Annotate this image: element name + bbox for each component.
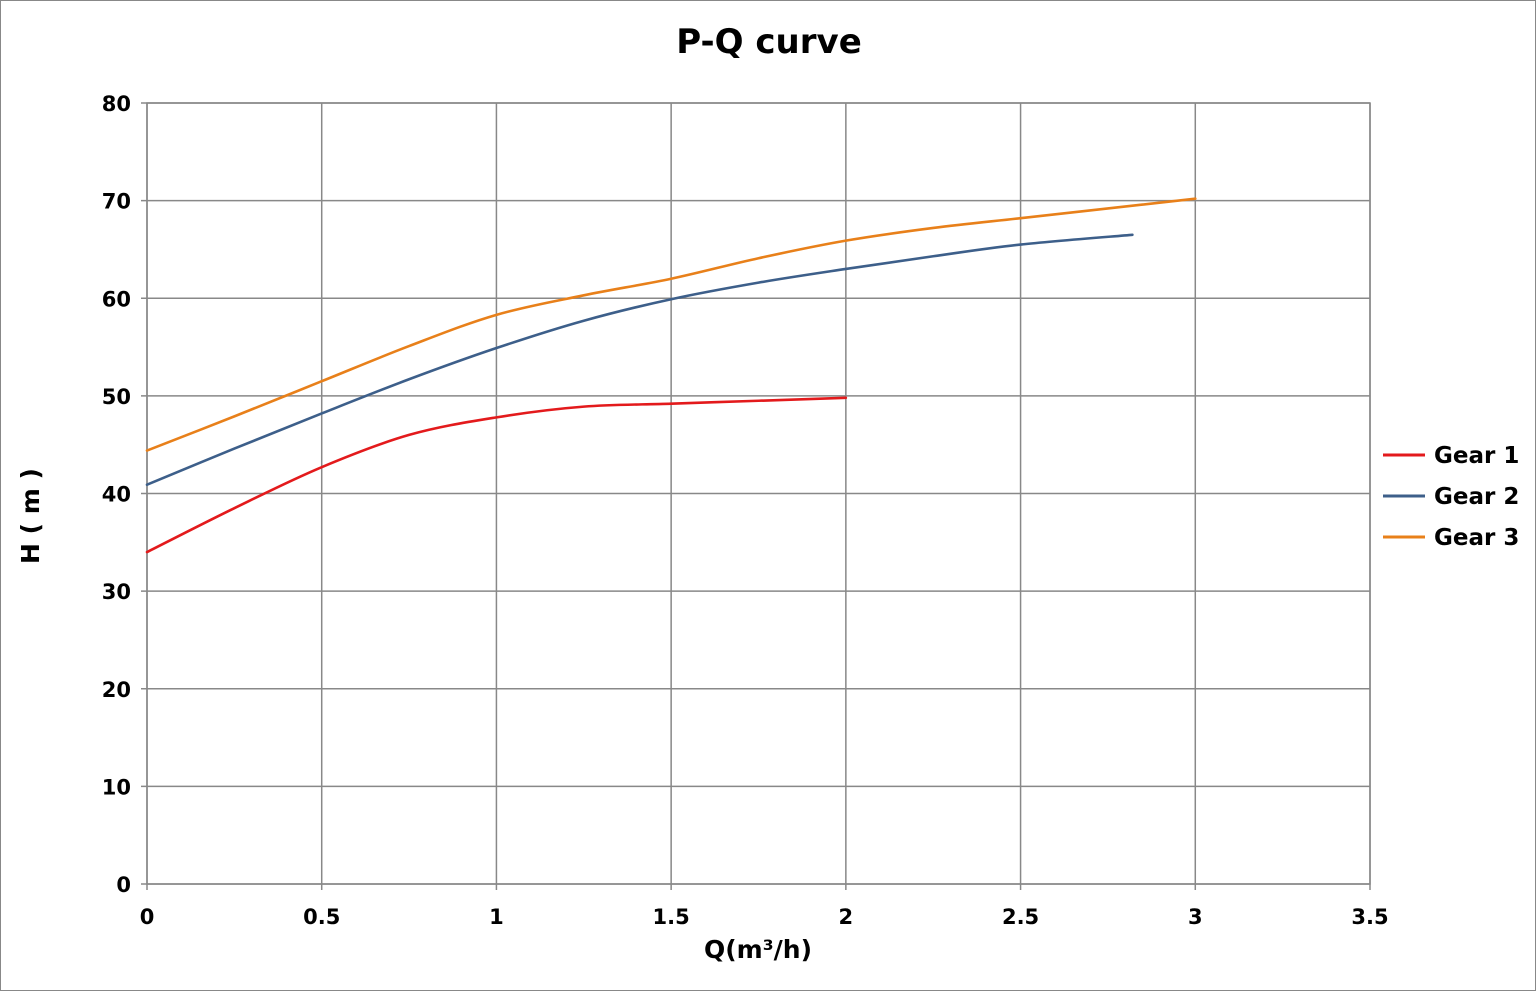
- x-axis-label: Q(m³/h): [704, 935, 812, 964]
- y-tick-label: 0: [116, 873, 131, 897]
- x-tick-labels: 0 0.5 1 1.5 2 2.5 3 3.5: [140, 905, 1389, 929]
- series-line-gear-3: [145, 197, 1197, 452]
- x-tick-label: 3.5: [1351, 905, 1388, 929]
- y-tick-labels: 0 10 20 30 40 50 60 70 80: [102, 92, 131, 897]
- x-tick-label: 2: [839, 905, 854, 929]
- x-tick-label: 3: [1188, 905, 1203, 929]
- y-tick-label: 70: [102, 190, 131, 214]
- x-tick-label: 1.5: [653, 905, 690, 929]
- y-axis-label: H ( m ): [16, 468, 45, 564]
- legend-label-gear-3: Gear 3: [1434, 525, 1519, 551]
- y-tick-label: 50: [102, 385, 131, 409]
- series-line-gear-1: [145, 396, 848, 554]
- series-lines: [145, 197, 1197, 554]
- y-tick-label: 30: [102, 580, 131, 604]
- plot-area-border: [146, 102, 1371, 885]
- y-tick-label: 60: [102, 287, 131, 311]
- legend-label-gear-2: Gear 2: [1434, 484, 1519, 510]
- chart-title: P-Q curve: [676, 22, 862, 62]
- x-tick-label: 2.5: [1002, 905, 1039, 929]
- y-tick-label: 80: [102, 92, 131, 116]
- x-tick-label: 0: [140, 905, 155, 929]
- series-line-gear-2: [145, 233, 1134, 487]
- y-tick-label: 10: [102, 775, 131, 799]
- y-tick-label: 20: [102, 678, 131, 702]
- y-tick-label: 40: [102, 483, 131, 507]
- x-tick-label: 0.5: [303, 905, 340, 929]
- legend: Gear 1 Gear 2 Gear 3: [1383, 443, 1519, 551]
- x-tick-label: 1: [489, 905, 504, 929]
- grid-lines: [141, 102, 1371, 890]
- legend-label-gear-1: Gear 1: [1434, 443, 1519, 469]
